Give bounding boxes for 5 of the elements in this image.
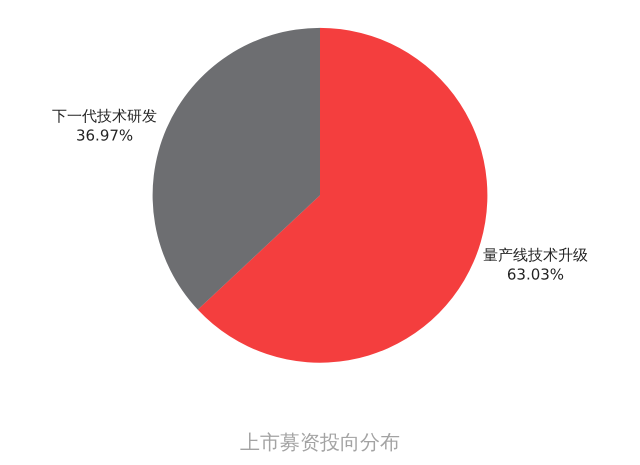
slice-label: 量产线技术升级: [482, 246, 588, 264]
slice-label: 下一代技术研发: [52, 106, 158, 125]
text: 上市募资投向分布: [240, 430, 400, 454]
data-label: 63.03%: [506, 266, 564, 284]
data-label: 36.97%: [76, 126, 134, 144]
